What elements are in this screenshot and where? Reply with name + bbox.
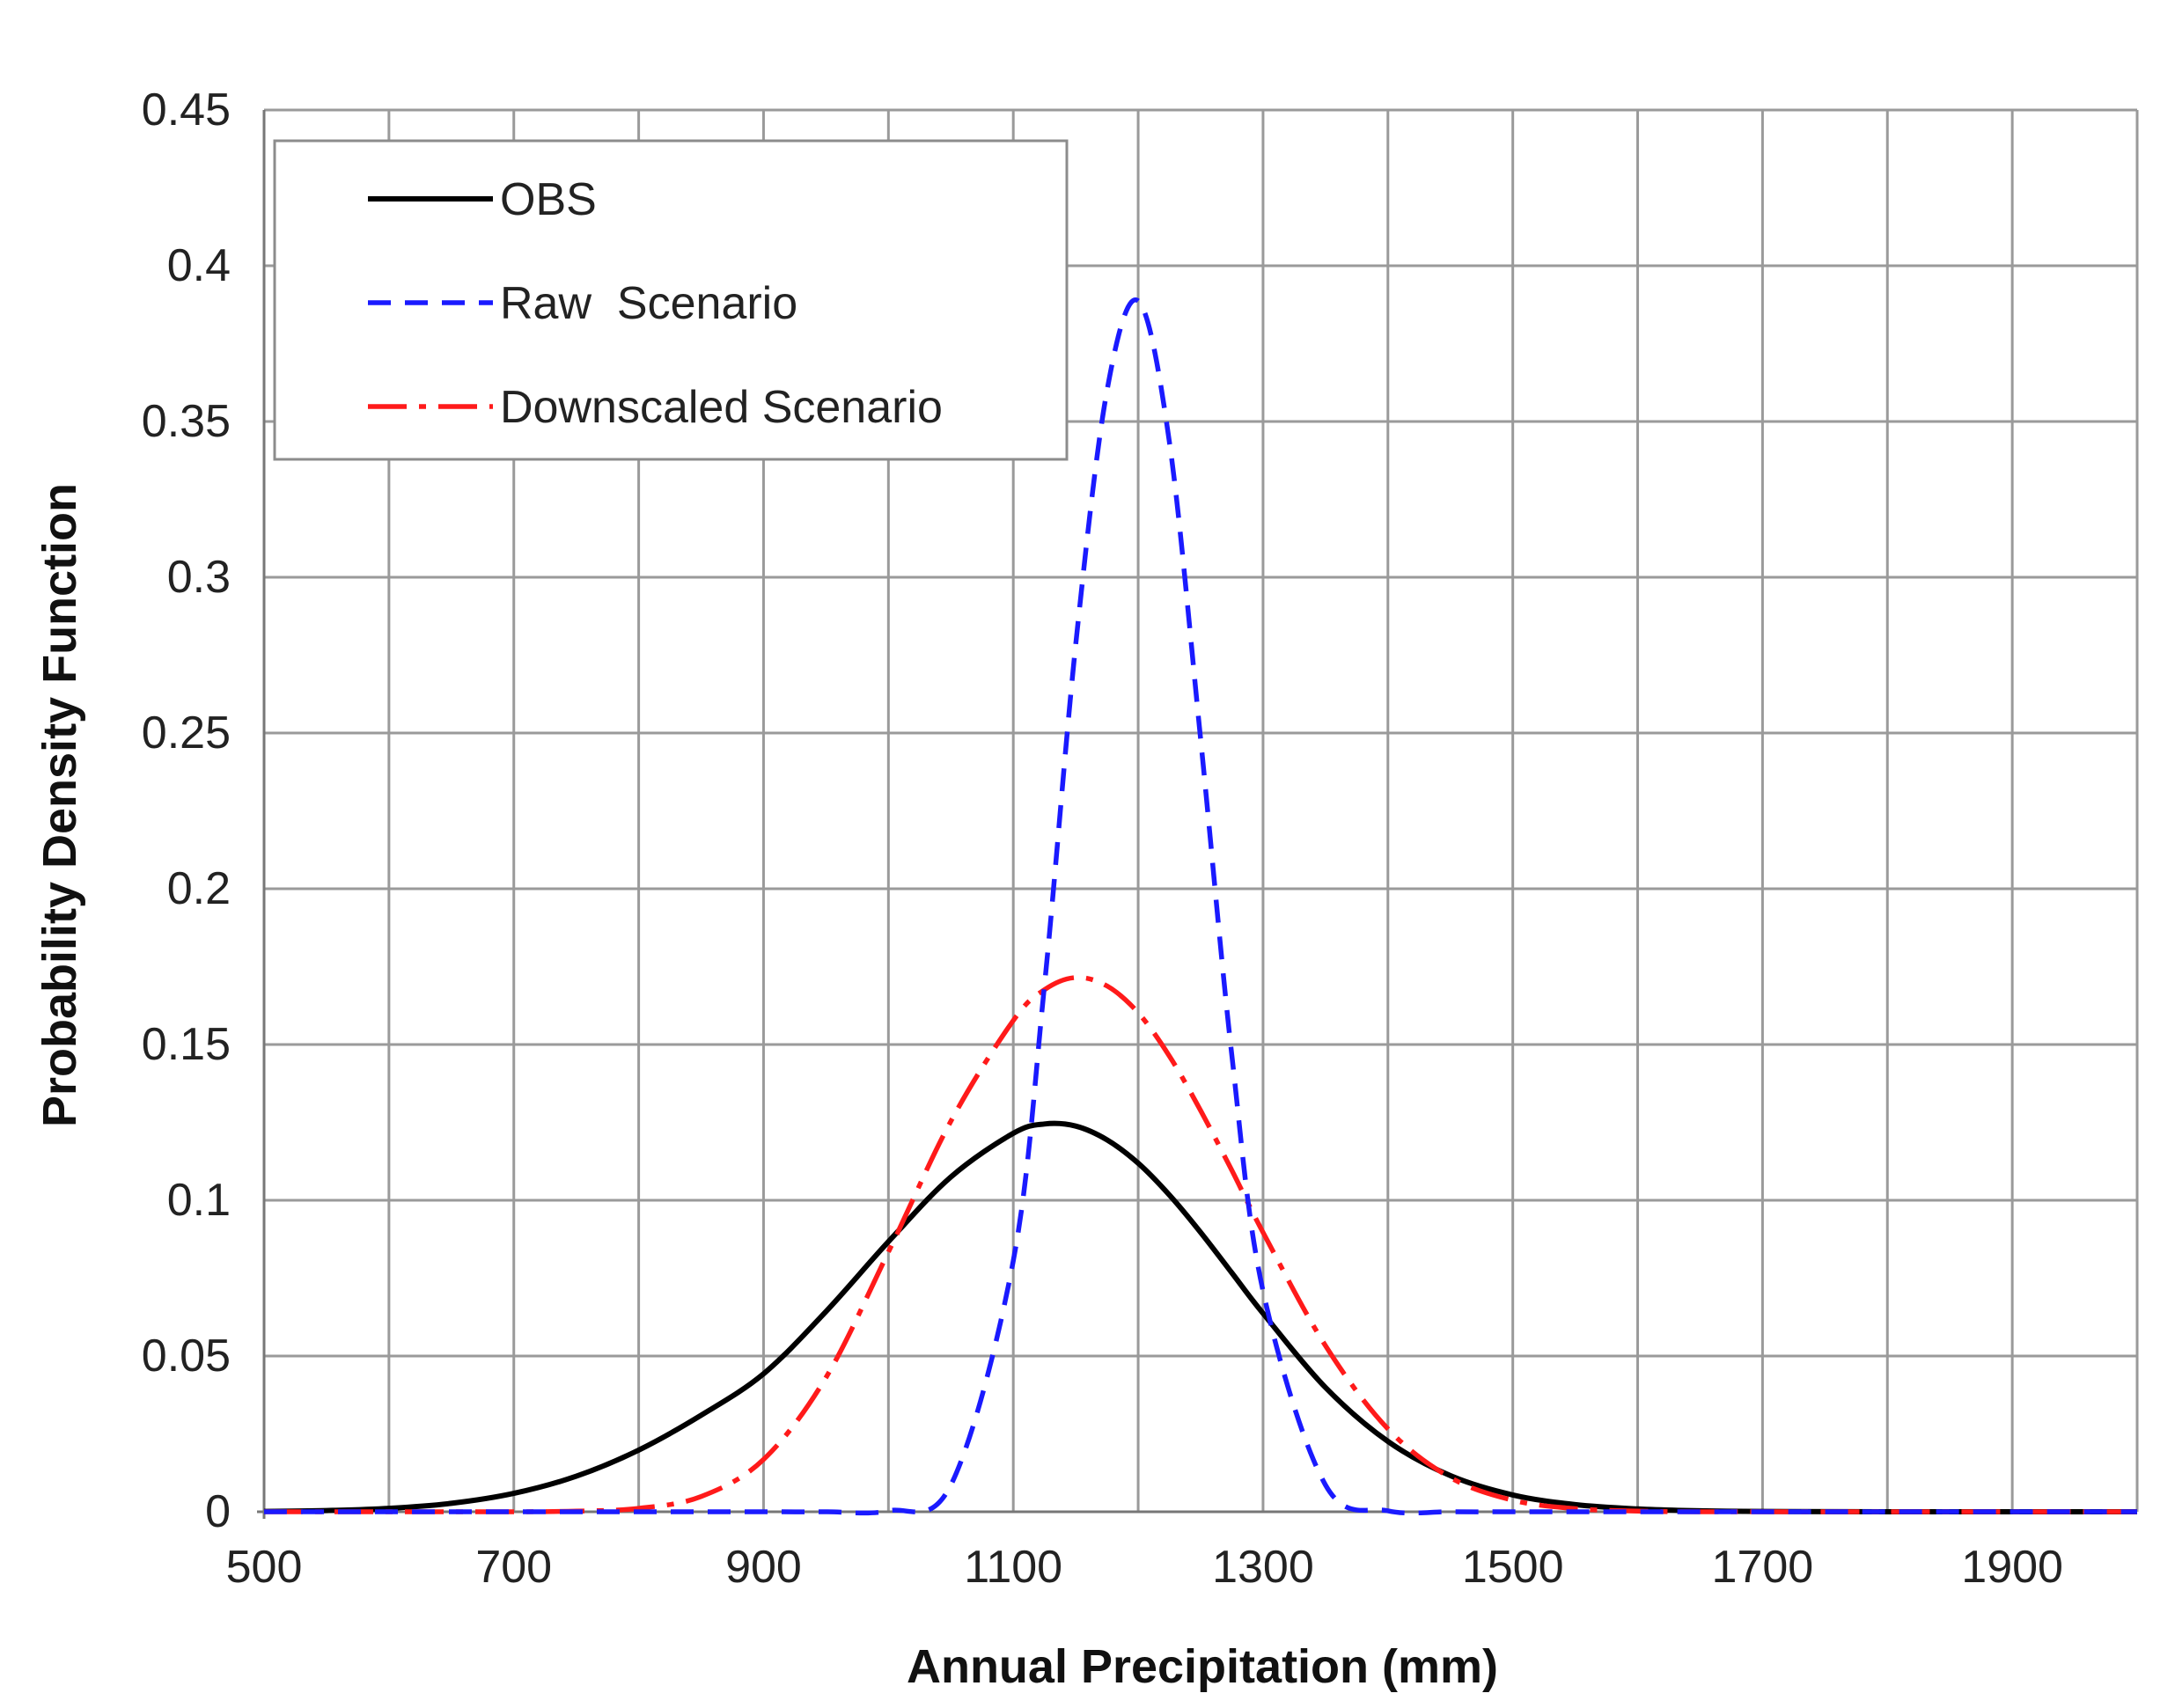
legend-label-raw-scenario: Raw Scenario [500, 278, 797, 329]
y-axis-title: Probability Density Function [33, 483, 86, 1127]
x-axis-title: Annual Precipitation (mm) [907, 1640, 1498, 1693]
x-tick-label: 1300 [1212, 1542, 1314, 1593]
series-line-downscaled-scenario [264, 975, 2137, 1514]
y-tick-label: 0.2 [167, 863, 231, 914]
y-tick-label: 0.45 [142, 84, 231, 136]
series-line-raw-scenario [264, 297, 2137, 1516]
x-tick-label: 1500 [1462, 1542, 1564, 1593]
y-tick-labels: 0 0.05 0.1 0.15 0.2 0.25 0.3 0.35 0.4 0.45 [142, 84, 231, 1537]
x-tick-label: 1700 [1712, 1542, 1814, 1593]
y-tick-label: 0.1 [167, 1175, 231, 1226]
x-tick-labels: 500 700 900 1100 1300 1500 1700 1900 [226, 1542, 2063, 1593]
y-tick-label: 0.4 [167, 240, 231, 291]
x-tick-label: 900 [725, 1542, 802, 1593]
legend-label-obs: OBS [500, 174, 597, 225]
x-tick-label: 500 [226, 1542, 303, 1593]
x-tick-label: 1100 [964, 1542, 1062, 1593]
y-tick-label: 0.3 [167, 552, 231, 603]
y-tick-label: 0.35 [142, 396, 231, 447]
y-tick-label: 0.15 [142, 1019, 231, 1070]
x-tick-label: 1900 [1961, 1542, 2063, 1593]
y-tick-label: 0.05 [142, 1330, 231, 1382]
y-tick-label: 0 [205, 1486, 231, 1537]
legend-label-downscaled-scenario: Downscaled Scenario [500, 382, 943, 433]
y-tick-label: 0.25 [142, 707, 231, 759]
legend: OBS Raw Scenario Downscaled Scenario [273, 139, 1069, 461]
series-lines [263, 297, 2137, 1516]
x-tick-label: 700 [475, 1542, 552, 1593]
